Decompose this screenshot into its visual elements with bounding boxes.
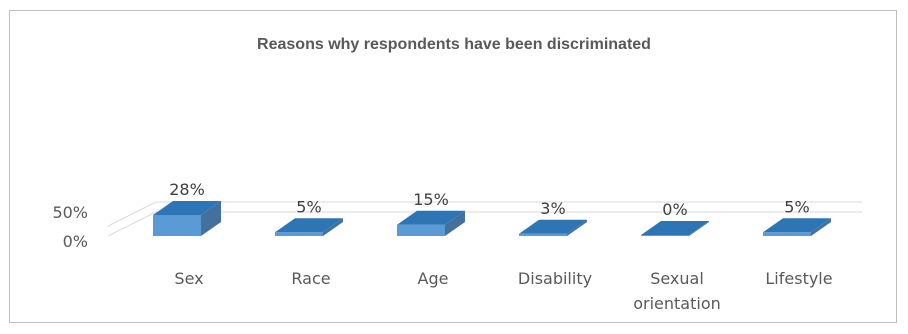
- data-label: 3%: [540, 199, 565, 218]
- bar-top: [153, 201, 221, 215]
- bar-side: [811, 218, 831, 236]
- y-tick-label: 50%: [52, 203, 88, 222]
- bar-2: [397, 210, 465, 236]
- bar-top: [641, 221, 709, 235]
- bar-side: [445, 210, 465, 236]
- bar-4: [641, 221, 709, 236]
- category-label: Disability: [518, 269, 592, 288]
- bar-side: [201, 201, 221, 236]
- chart-title: Reasons why respondents have been discri…: [257, 36, 651, 53]
- bar-side: [689, 221, 709, 236]
- category-label: Age: [418, 269, 449, 288]
- bar-top: [519, 219, 587, 234]
- bar-top: [763, 218, 831, 233]
- gridline-0: [107, 211, 862, 237]
- chart-frame: [9, 10, 897, 323]
- gridlines: [107, 201, 862, 237]
- bar-front: [397, 224, 445, 236]
- bar-3: [519, 219, 587, 236]
- bar-front: [153, 215, 201, 236]
- bars: [153, 201, 831, 236]
- data-label: 5%: [296, 197, 321, 216]
- category-label: Sex: [174, 269, 203, 288]
- data-label: 15%: [413, 190, 449, 209]
- bar-1: [275, 218, 343, 236]
- category-label: Race: [291, 269, 330, 288]
- bar-5: [763, 218, 831, 236]
- category-labels: Sex Race Age Disability Sexual orientation Lif…: [174, 269, 832, 313]
- bar-0: [153, 201, 221, 236]
- y-tick-label: 0%: [63, 232, 88, 251]
- gridline-50: [107, 201, 862, 227]
- bar-side: [567, 219, 587, 236]
- category-label: Sexual orientation: [633, 269, 721, 313]
- data-labels: 28% 5% 15% 3% 0% 5%: [169, 180, 809, 219]
- y-axis-ticks: 0% 50%: [52, 203, 88, 251]
- bar-front: [641, 235, 689, 236]
- bar-top: [275, 218, 343, 233]
- bar-top: [397, 210, 465, 225]
- data-label: 5%: [784, 197, 809, 216]
- data-label: 0%: [662, 200, 687, 219]
- bar-front: [275, 232, 323, 236]
- category-label: Lifestyle: [765, 269, 832, 288]
- bar-front: [763, 232, 811, 236]
- bar-front: [519, 233, 567, 236]
- data-label: 28%: [169, 180, 205, 199]
- bar-side: [323, 218, 343, 236]
